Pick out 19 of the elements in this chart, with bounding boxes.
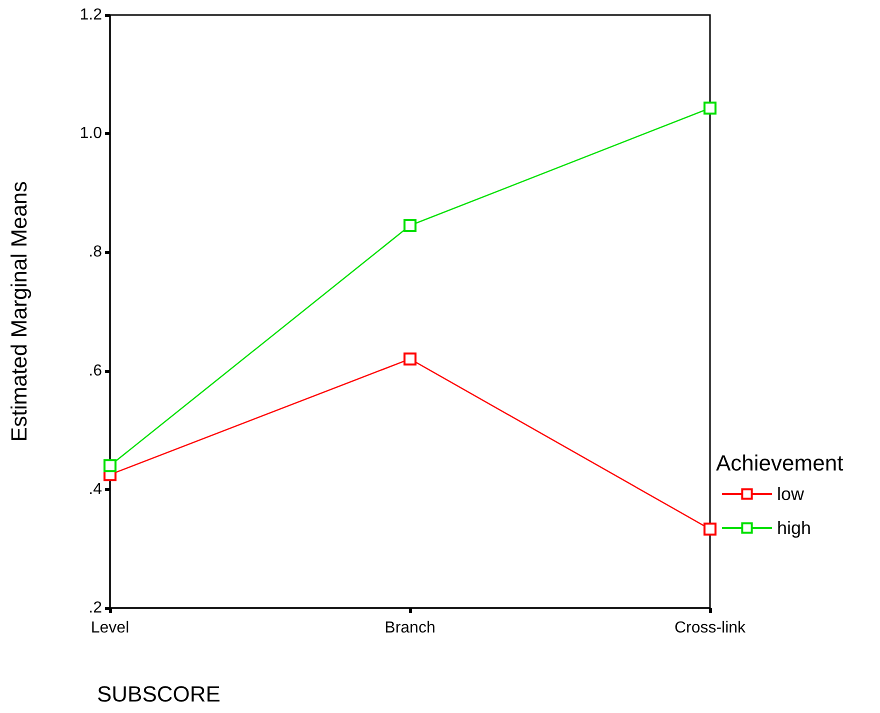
point <box>104 459 116 472</box>
x-tick-label: Level <box>90 620 130 636</box>
y-tick-label: 1.0 <box>80 125 102 142</box>
x-tick-label: Cross-link <box>674 620 747 636</box>
y-axis-title: Estimated Marginal Means <box>6 181 32 442</box>
legend-label: low <box>777 484 806 504</box>
legend-label: high <box>777 518 812 538</box>
point <box>404 352 416 366</box>
x-axis-title: SUBSCORE <box>97 682 220 706</box>
y-tick-label: 1.2 <box>80 6 102 24</box>
legend-title: Achievement <box>716 450 844 476</box>
y-tick-label: .2 <box>88 600 102 616</box>
point <box>704 522 716 536</box>
y-tick-label: .4 <box>88 480 102 498</box>
y-tick-label: .6 <box>88 362 102 380</box>
y-tick-label: .8 <box>88 244 102 261</box>
point <box>404 219 416 232</box>
x-tick-label: Branch <box>384 620 436 636</box>
point <box>704 102 716 115</box>
